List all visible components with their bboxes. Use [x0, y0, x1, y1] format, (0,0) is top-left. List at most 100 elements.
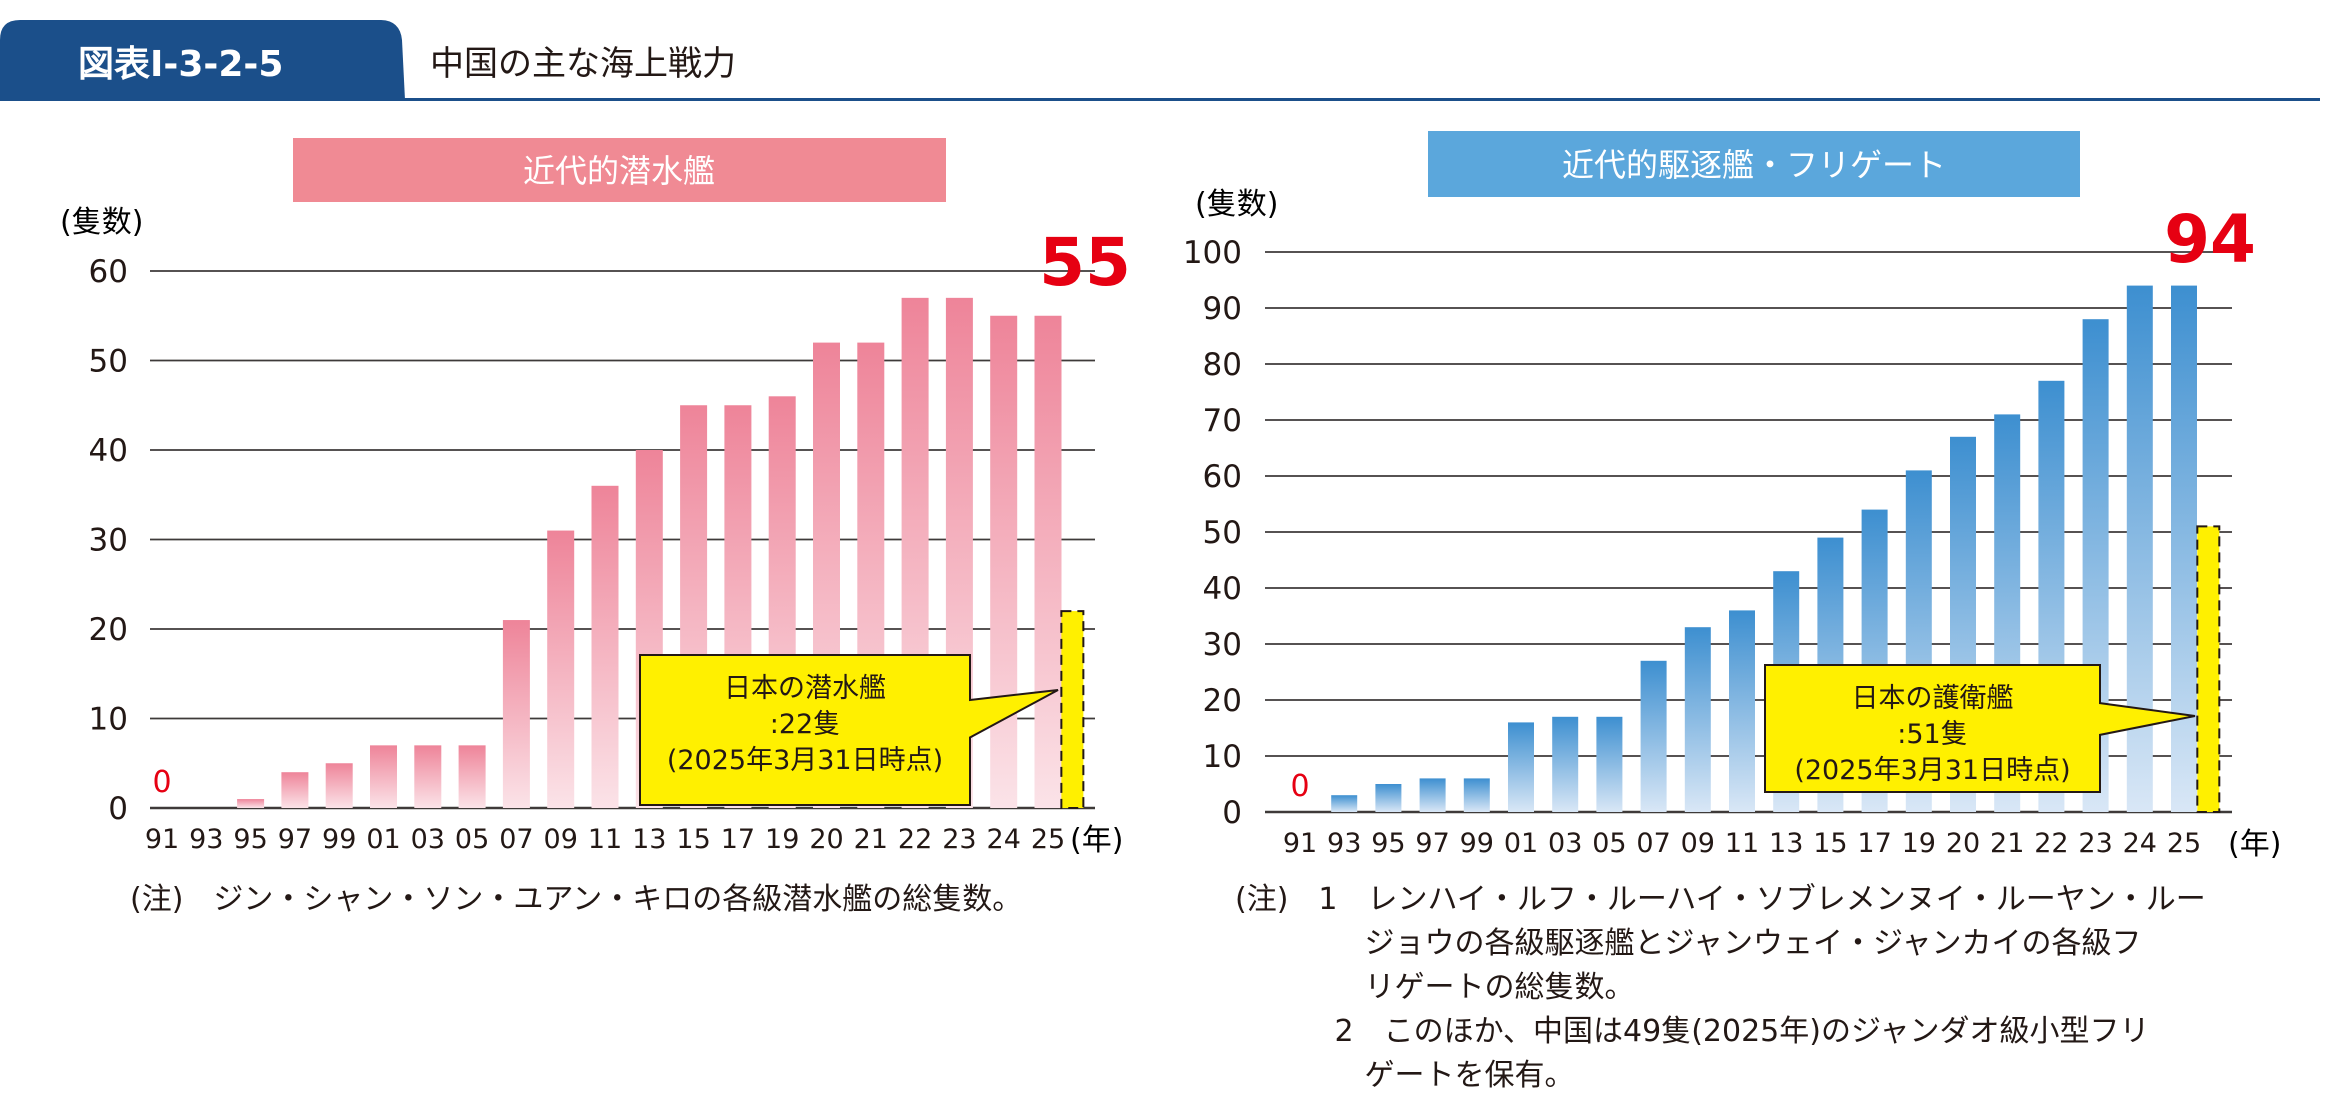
- bar-99: [325, 763, 353, 808]
- japan-callout-text: (2025年3月31日時点): [667, 745, 943, 776]
- y-tick-label: 10: [89, 702, 128, 738]
- first-value-label: 0: [1290, 769, 1309, 804]
- y-tick-label: 10: [1203, 739, 1242, 775]
- x-tick-label: 05: [1592, 828, 1626, 859]
- x-tick-label: 09: [1681, 828, 1715, 859]
- bar-05: [1596, 716, 1623, 812]
- y-tick-label: 50: [89, 344, 128, 380]
- note-line: リゲートの総隻数。: [1235, 970, 1635, 1005]
- x-tick-label: 91: [145, 824, 179, 855]
- last-value-label: 94: [2164, 201, 2256, 278]
- bar-97: [1419, 778, 1446, 812]
- x-tick-label: 25: [2167, 828, 2201, 859]
- bar-03: [414, 745, 442, 808]
- note-line: ゲートを保有。: [1235, 1058, 1575, 1093]
- x-tick-label: 15: [1813, 828, 1847, 859]
- japan-callout: [639, 654, 1059, 806]
- note-line: ジョウの各級駆逐艦とジャンウェイ・ジャンカイの各級フ: [1235, 926, 2142, 961]
- bar-11: [1729, 610, 1755, 812]
- bar-99: [1463, 778, 1490, 812]
- y-tick-label: 20: [89, 612, 128, 648]
- y-tick-label: 30: [89, 523, 128, 559]
- x-tick-label: 23: [2078, 828, 2112, 859]
- y-tick-label: 20: [1203, 683, 1242, 719]
- y-tick-label: 0: [108, 791, 128, 827]
- x-tick-label: 93: [1327, 828, 1361, 859]
- y-tick-label: 60: [1203, 459, 1242, 495]
- x-tick-label: 23: [942, 824, 976, 855]
- x-axis-label: (年): [1070, 823, 1123, 858]
- japan-callout-text: :22隻: [770, 709, 840, 740]
- bar-95: [1375, 784, 1402, 812]
- first-value-label: 0: [152, 765, 171, 800]
- x-tick-label: 21: [1990, 828, 2024, 859]
- x-tick-label: 17: [1857, 828, 1891, 859]
- x-tick-label: 97: [278, 824, 312, 855]
- x-tick-label: 11: [588, 824, 622, 855]
- x-tick-label: 09: [544, 824, 578, 855]
- bar-95: [237, 799, 265, 808]
- bar-07: [1640, 660, 1667, 812]
- note-line: (注) ジン・シャン・ソン・ユアン・キロの各級潜水艦の総隻数。: [130, 882, 1023, 917]
- x-tick-label: 24: [987, 824, 1021, 855]
- note-destroyers: (注) 1 レンハイ・ルフ・ルーハイ・ソブレメンヌイ・ルーヤン・ルー ジョウの各…: [1235, 878, 2206, 1098]
- x-axis-label: (年): [2228, 827, 2281, 862]
- bar-01: [370, 745, 397, 808]
- figure-number-tab: [0, 20, 405, 100]
- x-tick-label: 91: [1283, 828, 1317, 859]
- y-axis-label: (隻数): [1195, 187, 1278, 222]
- header-rule: [0, 98, 2320, 101]
- y-tick-label: 80: [1203, 347, 1242, 383]
- y-tick-label: 90: [1203, 291, 1242, 327]
- x-tick-label: 19: [1902, 828, 1936, 859]
- x-tick-label: 97: [1415, 828, 1449, 859]
- japan-bar: [1060, 610, 1085, 809]
- x-tick-label: 05: [455, 824, 489, 855]
- bar-01: [1508, 722, 1534, 812]
- figure-number: 図表Ⅰ-3-2-5: [78, 44, 283, 85]
- x-tick-label: 24: [2123, 828, 2157, 859]
- x-tick-label: 22: [898, 824, 932, 855]
- y-tick-label: 60: [89, 254, 128, 290]
- x-tick-label: 01: [1504, 828, 1538, 859]
- x-tick-label: 99: [1460, 828, 1494, 859]
- bar-07: [502, 620, 530, 808]
- note-line: (注) 1 レンハイ・ルフ・ルーハイ・ソブレメンヌイ・ルーヤン・ルー: [1235, 882, 2206, 917]
- x-tick-label: 03: [411, 824, 445, 855]
- note-submarines: (注) ジン・シャン・ソン・ユアン・キロの各級潜水艦の総隻数。: [130, 878, 1022, 922]
- x-tick-label: 03: [1548, 828, 1582, 859]
- japan-bar: [2196, 525, 2221, 814]
- y-tick-label: 40: [89, 433, 128, 469]
- bar-24: [2126, 285, 2153, 813]
- x-tick-label: 99: [322, 824, 356, 855]
- y-tick-label: 30: [1203, 627, 1242, 663]
- x-tick-label: 20: [809, 824, 843, 855]
- x-tick-label: 13: [1769, 828, 1803, 859]
- y-tick-label: 40: [1203, 571, 1242, 607]
- x-tick-label: 01: [366, 824, 400, 855]
- x-tick-label: 25: [1031, 824, 1065, 855]
- last-value-label: 55: [1039, 224, 1131, 301]
- x-tick-label: 19: [765, 824, 799, 855]
- x-tick-label: 11: [1725, 828, 1759, 859]
- x-tick-label: 21: [854, 824, 888, 855]
- note-line: 2 このほか、中国は49隻(2025年)のジャンダオ級小型フリ: [1235, 1014, 2150, 1049]
- x-tick-label: 15: [676, 824, 710, 855]
- y-axis-label: (隻数): [60, 205, 143, 240]
- y-tick-label: 50: [1203, 515, 1242, 551]
- japan-callout-text: (2025年3月31日時点): [1794, 755, 2070, 786]
- bar-24: [990, 315, 1018, 808]
- y-tick-label: 100: [1183, 235, 1242, 271]
- x-tick-label: 93: [189, 824, 223, 855]
- y-tick-label: 70: [1203, 403, 1242, 439]
- figure-title: 中国の主な海上戦力: [430, 44, 736, 84]
- x-tick-label: 22: [2034, 828, 2068, 859]
- bar-05: [458, 745, 486, 808]
- bar-09: [1684, 627, 1711, 812]
- chart-title-bg-destroyers: [1428, 131, 2080, 197]
- chart-title-submarines: 近代的潜水艦: [523, 152, 715, 190]
- x-tick-label: 95: [1371, 828, 1405, 859]
- x-tick-label: 20: [1946, 828, 1980, 859]
- japan-callout-text: 日本の潜水艦: [724, 673, 886, 704]
